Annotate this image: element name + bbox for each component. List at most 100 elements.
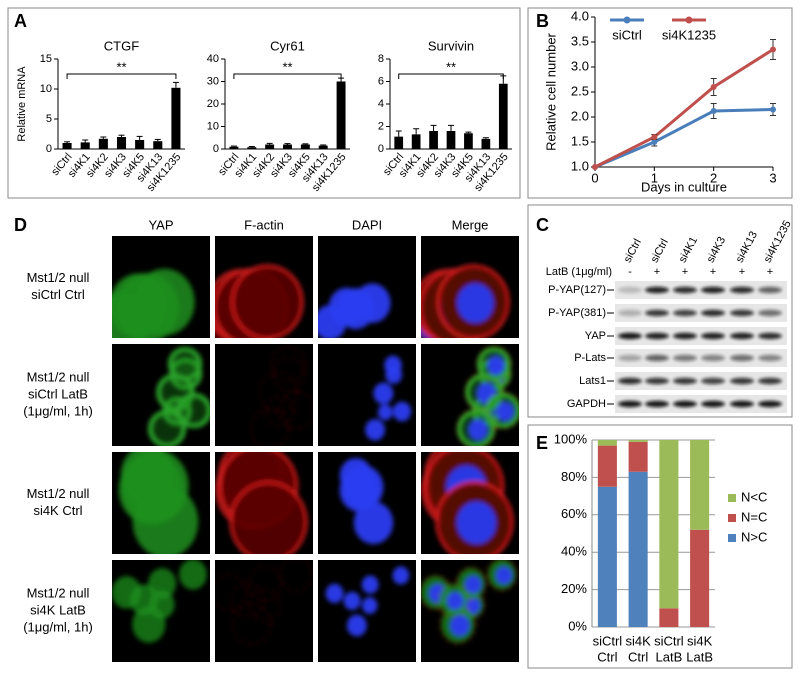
- y-tick-label: 2.0: [571, 108, 589, 123]
- point: [592, 164, 598, 170]
- blot-band: [618, 309, 642, 317]
- bar-segment: [597, 440, 617, 446]
- nucleus-stain: [457, 283, 494, 323]
- row-label: Mst1/2 null: [27, 486, 90, 501]
- legend-label: si4K1235: [662, 27, 716, 42]
- blot-band: [758, 332, 782, 340]
- y-tick-label: 0: [213, 143, 219, 155]
- y-tick-label: 80%: [561, 469, 587, 484]
- x-tick-label: 1: [651, 170, 658, 185]
- blot-band: [673, 332, 697, 340]
- blot-band: [673, 377, 697, 385]
- blot-band: [730, 332, 754, 340]
- actin-stain: [436, 582, 470, 618]
- blot-band: [645, 286, 669, 294]
- actin-stain: [279, 560, 313, 592]
- blot-band: [618, 354, 642, 362]
- stain-layer: [215, 264, 304, 338]
- legend-label: N<C: [741, 489, 767, 504]
- blot-row-label: YAP: [585, 330, 606, 342]
- actin-stain: [454, 566, 488, 602]
- bar-segment: [690, 440, 710, 530]
- legend-swatch: [728, 494, 736, 502]
- blot-band: [730, 309, 754, 317]
- nucleus-stain: [487, 355, 505, 375]
- blot-band: [758, 400, 782, 408]
- bar: [116, 137, 127, 149]
- blot-band: [701, 309, 725, 317]
- y-tick-label: 0%: [568, 618, 587, 633]
- blot-row-label: P-Lats: [574, 352, 606, 364]
- y-tick-label: 3.5: [571, 33, 589, 48]
- nucleus-stain: [446, 591, 464, 611]
- blot-band: [730, 286, 754, 294]
- panel-label: D: [14, 215, 27, 235]
- micrograph: [421, 344, 519, 446]
- actin-stain: [249, 588, 281, 621]
- stain-layer: [365, 355, 412, 441]
- x-tick-label: 3: [769, 170, 776, 185]
- x-tick-label: Ctrl: [597, 649, 617, 664]
- row-label: (1μg/ml, 1h): [23, 403, 93, 418]
- y-tick-label: 2: [378, 120, 384, 132]
- row-label: Mst1/2 null: [27, 270, 90, 285]
- stain-layer: [250, 345, 313, 446]
- bar: [481, 138, 491, 149]
- bar: [135, 140, 145, 149]
- bar: [498, 83, 508, 149]
- bar-segment: [659, 608, 679, 627]
- blot-row-label: P-YAP(381): [548, 307, 606, 319]
- bar: [300, 144, 310, 149]
- actin-stain: [438, 603, 478, 646]
- point: [651, 139, 658, 145]
- bar: [229, 146, 239, 149]
- nucleus-stain: [346, 614, 367, 637]
- micrograph: [215, 560, 313, 662]
- significance-bracket: [66, 73, 177, 79]
- micrograph: [421, 236, 519, 338]
- nucleus-stain: [392, 401, 412, 422]
- x-tick-label: 0: [591, 170, 598, 185]
- yap-stain: [170, 348, 200, 381]
- nucleus-stain: [377, 404, 393, 421]
- legend-label: N=C: [741, 509, 767, 524]
- actin-stain: [456, 408, 496, 446]
- micrograph-bg: [215, 344, 313, 446]
- nucleus-stain: [456, 501, 497, 545]
- significance-label: **: [116, 59, 126, 74]
- bar: [62, 143, 72, 149]
- y-tick-label: 20: [207, 98, 219, 110]
- panel-label: A: [14, 11, 27, 31]
- nucleus-stain: [449, 614, 470, 637]
- bar-segment: [628, 441, 648, 472]
- micrograph: [215, 452, 313, 554]
- micrograph: [318, 236, 416, 338]
- y-tick-label: 4.0: [571, 8, 589, 23]
- bar: [80, 142, 90, 149]
- stain-layer: [339, 457, 394, 545]
- bar: [394, 136, 404, 149]
- bar: [98, 138, 108, 149]
- micrograph: [318, 344, 416, 446]
- yap-stain: [132, 485, 199, 554]
- point: [770, 46, 776, 53]
- nucleus-stain: [468, 419, 488, 441]
- micrograph: [421, 560, 519, 662]
- x-tick-label: siCtrl: [654, 633, 684, 648]
- stain-layer: [112, 560, 207, 643]
- yap-stain: [150, 410, 184, 446]
- bar: [429, 131, 438, 149]
- actin-stain: [229, 480, 308, 554]
- micrograph: [318, 560, 416, 662]
- nucleus-stain: [495, 401, 515, 422]
- blot-band: [701, 400, 725, 408]
- stain-layer: [148, 347, 210, 446]
- chart-title: Cyr61: [270, 38, 305, 53]
- blot-band: [618, 286, 642, 294]
- nucleus-stain: [384, 355, 402, 375]
- blot-band: [645, 377, 669, 385]
- stain-layer: [318, 283, 391, 338]
- bar-segment: [628, 471, 648, 627]
- lane-label: si4K1: [677, 235, 701, 265]
- actin-stain: [232, 603, 272, 646]
